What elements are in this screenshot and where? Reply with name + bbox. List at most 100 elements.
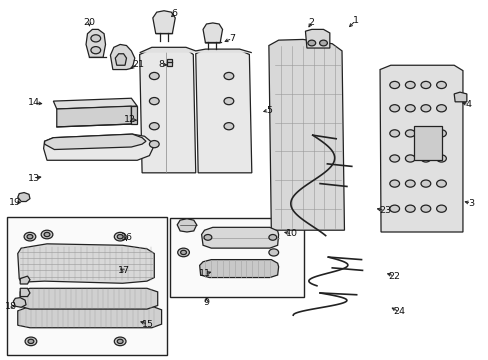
Text: 23: 23 — [378, 206, 390, 215]
Circle shape — [224, 98, 233, 105]
Circle shape — [420, 105, 430, 112]
Circle shape — [319, 40, 327, 46]
Circle shape — [149, 98, 159, 105]
Circle shape — [25, 337, 37, 346]
Polygon shape — [153, 11, 175, 34]
Circle shape — [436, 130, 446, 137]
Circle shape — [389, 180, 399, 187]
Circle shape — [420, 205, 430, 212]
Circle shape — [117, 234, 123, 239]
Polygon shape — [57, 106, 131, 127]
Polygon shape — [203, 23, 222, 43]
Circle shape — [268, 249, 278, 256]
Polygon shape — [195, 50, 251, 173]
Circle shape — [436, 205, 446, 212]
Polygon shape — [199, 260, 278, 278]
Circle shape — [117, 339, 123, 343]
Polygon shape — [20, 276, 30, 284]
Polygon shape — [140, 47, 251, 53]
Circle shape — [224, 123, 233, 130]
Circle shape — [405, 180, 414, 187]
Text: 8: 8 — [158, 60, 164, 69]
Circle shape — [420, 155, 430, 162]
Polygon shape — [86, 30, 105, 57]
Bar — [170, 219, 304, 297]
Circle shape — [44, 232, 50, 237]
Polygon shape — [43, 134, 153, 160]
Bar — [167, 59, 172, 66]
Circle shape — [268, 234, 276, 240]
Circle shape — [114, 337, 126, 346]
Circle shape — [420, 81, 430, 89]
Polygon shape — [131, 106, 137, 124]
Circle shape — [420, 130, 430, 137]
Polygon shape — [13, 298, 26, 307]
Polygon shape — [53, 98, 137, 109]
Circle shape — [24, 232, 36, 241]
Bar — [6, 217, 167, 355]
Polygon shape — [305, 30, 329, 48]
Polygon shape — [201, 227, 278, 248]
Circle shape — [224, 72, 233, 80]
Circle shape — [28, 339, 34, 343]
Circle shape — [420, 180, 430, 187]
Text: 10: 10 — [285, 229, 298, 238]
Text: 6: 6 — [171, 9, 177, 18]
Circle shape — [405, 105, 414, 112]
Polygon shape — [44, 134, 146, 149]
Text: 19: 19 — [9, 198, 21, 207]
Text: 11: 11 — [198, 269, 210, 278]
Circle shape — [389, 81, 399, 89]
Circle shape — [405, 205, 414, 212]
Circle shape — [389, 105, 399, 112]
Circle shape — [436, 105, 446, 112]
Polygon shape — [379, 65, 462, 232]
Text: 9: 9 — [203, 298, 209, 307]
Circle shape — [149, 140, 159, 148]
Polygon shape — [268, 40, 344, 230]
Polygon shape — [140, 49, 195, 173]
Polygon shape — [453, 92, 466, 102]
Text: 7: 7 — [229, 34, 235, 43]
Circle shape — [436, 81, 446, 89]
Circle shape — [405, 155, 414, 162]
Polygon shape — [177, 219, 196, 232]
Text: 12: 12 — [123, 115, 136, 124]
Text: 4: 4 — [465, 100, 471, 109]
Circle shape — [405, 130, 414, 137]
Text: 18: 18 — [4, 302, 17, 311]
Circle shape — [389, 155, 399, 162]
Circle shape — [436, 155, 446, 162]
Circle shape — [114, 232, 126, 241]
Polygon shape — [18, 193, 30, 202]
Circle shape — [436, 180, 446, 187]
Text: 20: 20 — [83, 18, 95, 27]
Circle shape — [180, 250, 186, 255]
Text: 16: 16 — [120, 233, 132, 242]
Text: 17: 17 — [117, 266, 129, 275]
Text: 15: 15 — [142, 320, 154, 329]
Text: 14: 14 — [28, 98, 40, 107]
Polygon shape — [20, 288, 30, 297]
Circle shape — [405, 81, 414, 89]
Circle shape — [307, 40, 315, 46]
Text: 21: 21 — [132, 60, 144, 69]
Text: 24: 24 — [393, 307, 405, 316]
Polygon shape — [18, 244, 154, 283]
Circle shape — [91, 46, 101, 54]
Circle shape — [27, 234, 33, 239]
Circle shape — [389, 205, 399, 212]
Polygon shape — [110, 44, 135, 69]
Circle shape — [389, 130, 399, 137]
Circle shape — [41, 230, 53, 239]
Circle shape — [177, 248, 189, 257]
Circle shape — [149, 123, 159, 130]
Circle shape — [149, 72, 159, 80]
Circle shape — [91, 35, 101, 42]
Text: 13: 13 — [28, 174, 40, 183]
Polygon shape — [20, 288, 158, 309]
Circle shape — [203, 234, 211, 240]
Text: 3: 3 — [467, 199, 473, 208]
Polygon shape — [115, 54, 126, 65]
Text: 1: 1 — [352, 16, 358, 25]
